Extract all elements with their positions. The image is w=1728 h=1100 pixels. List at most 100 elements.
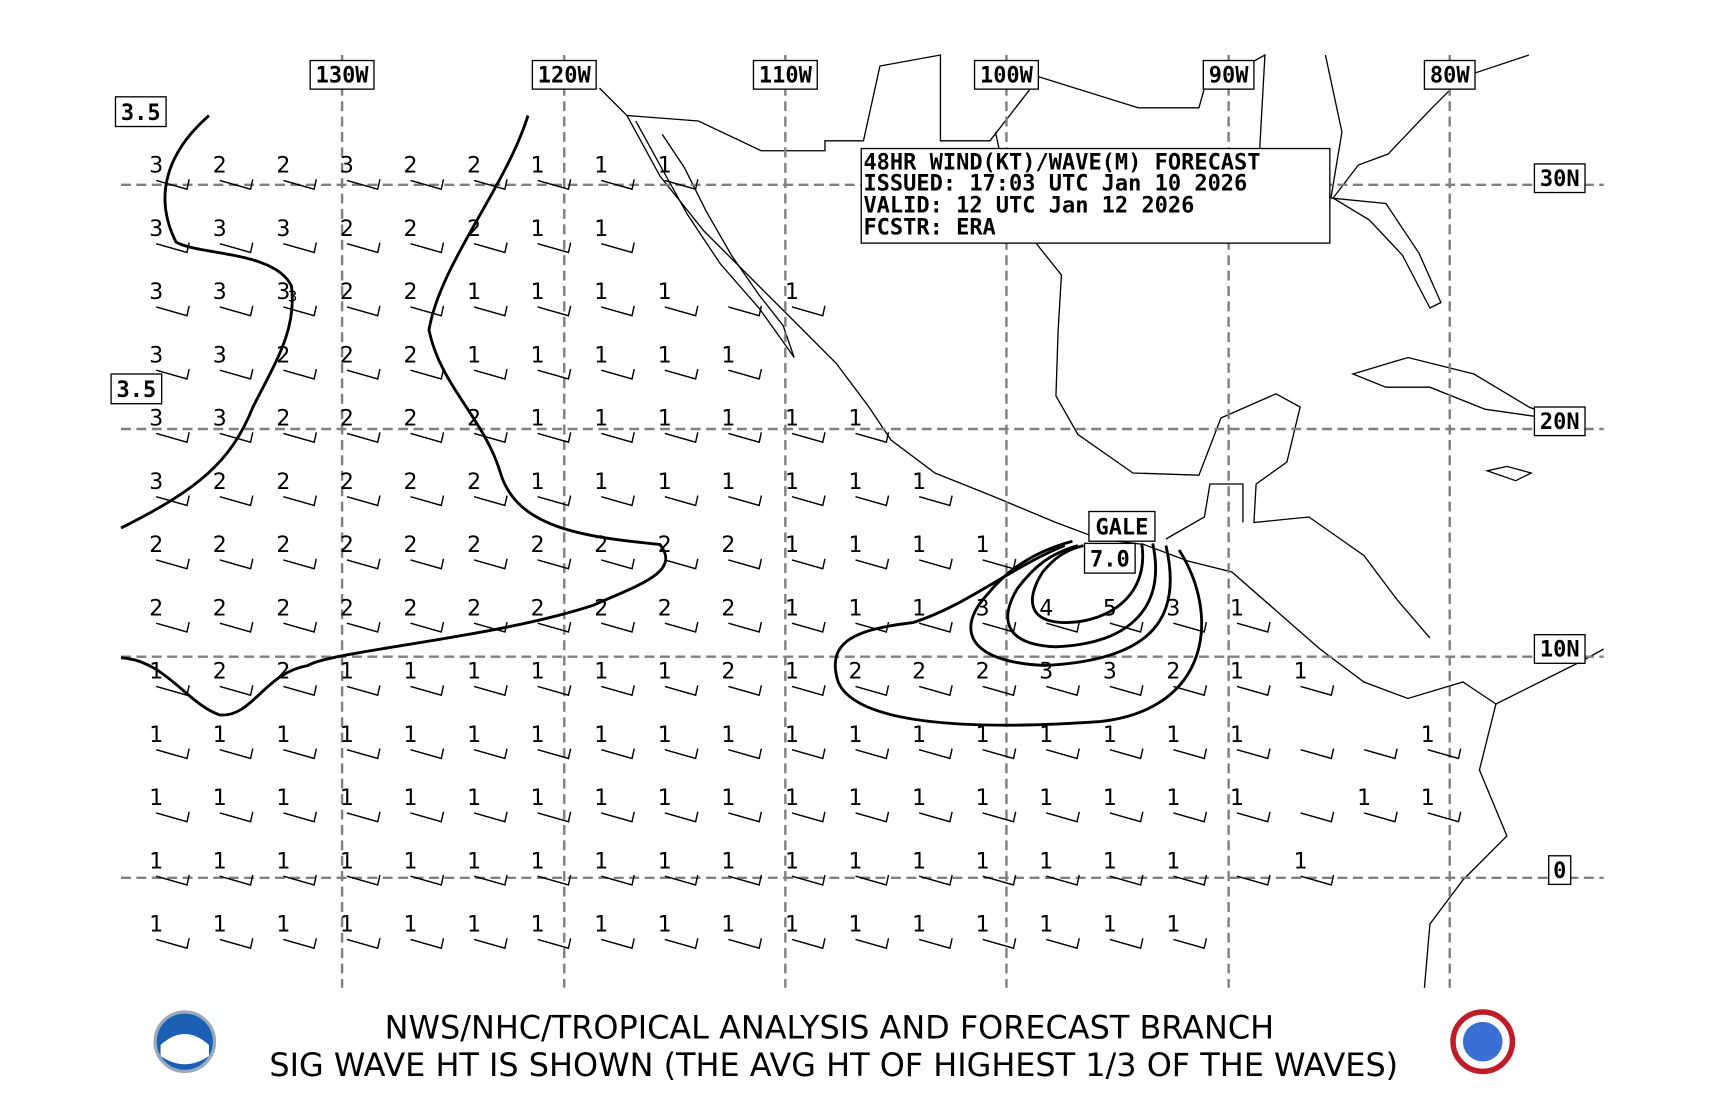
wave-height: 2 xyxy=(340,407,354,432)
wind-barb xyxy=(664,621,699,633)
wind-barb xyxy=(537,558,572,570)
wind-barb xyxy=(537,432,572,444)
wind-barb xyxy=(155,874,190,886)
lat-label: 0 xyxy=(1553,859,1566,884)
wave-height: 1 xyxy=(849,407,863,432)
noaa-logo-gull xyxy=(160,1033,209,1065)
contour-line xyxy=(1030,543,1145,625)
wave-height: 2 xyxy=(403,470,417,495)
tafb-logo-core xyxy=(1462,1021,1503,1062)
wind-barb xyxy=(410,621,445,633)
wave-height: 1 xyxy=(594,407,608,432)
gale-label: GALE xyxy=(1095,516,1148,541)
wind-barb xyxy=(601,748,635,760)
wave-height: 2 xyxy=(403,596,417,621)
footer-line: NWS/NHC/TROPICAL ANALYSIS AND FORECAST B… xyxy=(385,1008,1274,1046)
wave-height: 1 xyxy=(1103,723,1117,748)
wave-height: 1 xyxy=(849,596,863,621)
wind-barb xyxy=(410,242,445,254)
footer-line: SIG WAVE HT IS SHOWN (THE AVG HT OF HIGH… xyxy=(269,1046,1398,1084)
wind-barb xyxy=(1173,748,1208,760)
wave-height: 1 xyxy=(340,849,354,874)
wind-barb xyxy=(855,558,890,570)
pacific-coast xyxy=(598,87,1508,988)
wave-height: 1 xyxy=(149,660,163,685)
wind-barb xyxy=(791,938,826,950)
wave-height: 1 xyxy=(1039,913,1053,938)
wind-barb xyxy=(219,748,254,760)
wave-height: 1 xyxy=(849,913,863,938)
wind-barb xyxy=(1236,685,1271,697)
wave-height: 1 xyxy=(1294,660,1308,685)
wind-barb xyxy=(791,685,826,697)
contour-line xyxy=(120,115,668,717)
wind-barb xyxy=(664,432,699,444)
wind-barb xyxy=(1236,621,1271,633)
wind-barb xyxy=(601,685,635,697)
wave-height: 1 xyxy=(785,280,799,305)
cuba xyxy=(1350,356,1563,421)
wind-barb xyxy=(1046,748,1080,760)
wind-barb xyxy=(219,179,254,191)
wave-height: 2 xyxy=(213,470,227,495)
wave-height: 2 xyxy=(912,660,926,685)
wave-height: 2 xyxy=(467,596,481,621)
wave-height: 2 xyxy=(403,407,417,432)
wave-height: 1 xyxy=(976,723,990,748)
wind-barb xyxy=(283,432,318,444)
wave-height: 3 xyxy=(149,280,163,305)
wave-height: 3 xyxy=(976,596,990,621)
wind-barb xyxy=(346,621,381,633)
wind-barb xyxy=(410,368,445,380)
wave-height: 1 xyxy=(658,660,672,685)
wave-height: 3 xyxy=(213,280,227,305)
wave-height: 1 xyxy=(1039,786,1053,811)
wave-height: 1 xyxy=(1103,786,1117,811)
wind-barb xyxy=(855,748,890,760)
wave-height: 1 xyxy=(531,849,545,874)
label-box xyxy=(309,59,375,90)
wind-barb xyxy=(601,242,635,254)
wind-barb xyxy=(855,874,890,886)
wind-barb xyxy=(155,179,190,191)
wave-height: 2 xyxy=(149,596,163,621)
wave-height: 2 xyxy=(149,533,163,558)
wave-height: 1 xyxy=(531,343,545,368)
wave-height: 1 xyxy=(658,913,672,938)
wave-height: 1 xyxy=(1230,786,1244,811)
central-america-border xyxy=(1165,483,1244,540)
wind-barb xyxy=(410,432,445,444)
wave-height: 1 xyxy=(276,849,290,874)
wind-barb xyxy=(283,685,318,697)
contour-labels: 3.5 3.5 GALE 7.0 3 xyxy=(110,96,1156,574)
wave-height: 1 xyxy=(1421,723,1435,748)
wave-height: 1 xyxy=(912,786,926,811)
label-box xyxy=(1533,163,1586,194)
wave-height: 3 xyxy=(213,407,227,432)
wind-barb xyxy=(283,938,318,950)
wind-barb xyxy=(601,368,635,380)
wave-height: 1 xyxy=(721,470,735,495)
wind-barb xyxy=(473,558,508,570)
label-box xyxy=(1423,59,1476,90)
wind-barb xyxy=(473,368,508,380)
wind-barb xyxy=(537,179,572,191)
wave-height: 1 xyxy=(1421,786,1435,811)
label-box xyxy=(1533,406,1586,437)
wave-height: 1 xyxy=(849,533,863,558)
wind-barb xyxy=(982,748,1017,760)
wind-barb xyxy=(728,748,763,760)
wave-height: 2 xyxy=(340,217,354,242)
wind-barb xyxy=(283,748,318,760)
wind-barb xyxy=(1046,685,1080,697)
wave-height: 2 xyxy=(276,596,290,621)
wave-height: 3 xyxy=(276,217,290,242)
wave-height: 3 xyxy=(149,217,163,242)
wave-height: 2 xyxy=(276,154,290,179)
footer: NWS/NHC/TROPICAL ANALYSIS AND FORECAST B… xyxy=(153,1008,1516,1084)
wave-height: 1 xyxy=(1103,849,1117,874)
wind-barb xyxy=(537,242,572,254)
wind-barb xyxy=(473,432,508,444)
us-coast xyxy=(1324,54,1530,309)
